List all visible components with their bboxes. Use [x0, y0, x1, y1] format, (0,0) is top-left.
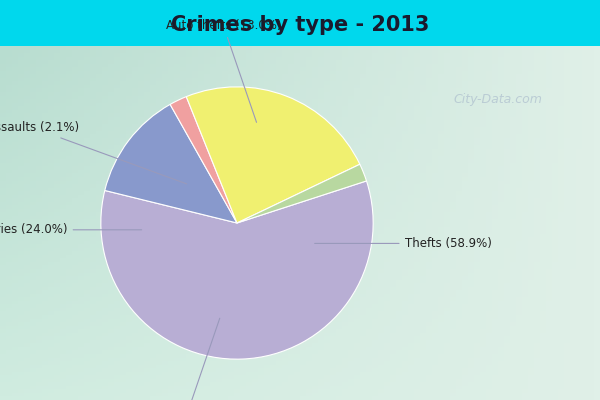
- Wedge shape: [101, 181, 373, 359]
- Wedge shape: [105, 104, 237, 223]
- Text: Burglaries (24.0%): Burglaries (24.0%): [0, 223, 142, 236]
- Text: Robberies (2.1%): Robberies (2.1%): [132, 318, 233, 400]
- Text: Auto thefts (13.0%): Auto thefts (13.0%): [166, 19, 281, 122]
- Wedge shape: [237, 164, 367, 223]
- Text: City-Data.com: City-Data.com: [454, 93, 542, 106]
- Wedge shape: [186, 87, 360, 223]
- Text: Thefts (58.9%): Thefts (58.9%): [314, 237, 491, 250]
- Wedge shape: [170, 97, 237, 223]
- Text: Crimes by type - 2013: Crimes by type - 2013: [171, 15, 429, 35]
- Text: Assaults (2.1%): Assaults (2.1%): [0, 121, 187, 184]
